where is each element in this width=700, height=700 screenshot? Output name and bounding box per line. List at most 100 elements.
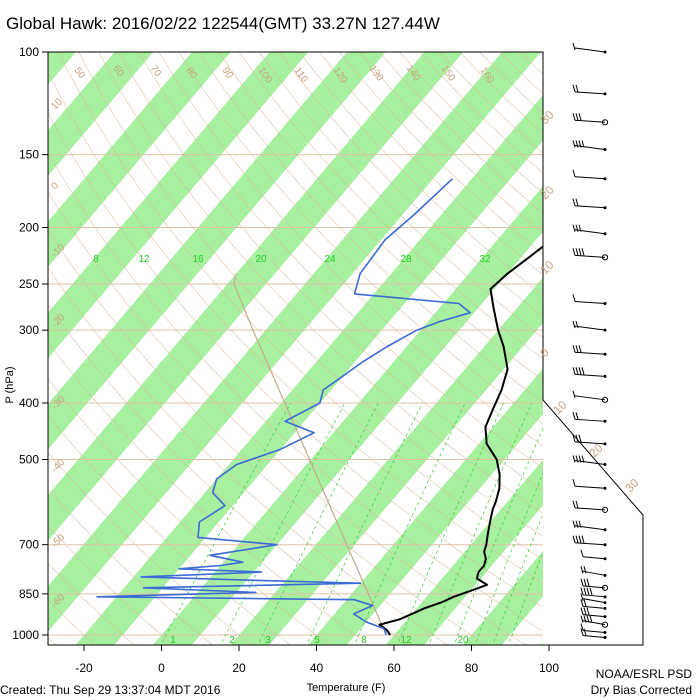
wind-barb bbox=[572, 367, 607, 378]
y-tick-label: 100 bbox=[19, 45, 39, 59]
mixing-ratio-line bbox=[160, 402, 291, 645]
wind-barb bbox=[572, 535, 607, 547]
barb-dot bbox=[603, 50, 607, 54]
dry-adiabat bbox=[48, 378, 331, 645]
wind-barb bbox=[572, 113, 609, 126]
dry-adiabat bbox=[48, 341, 370, 645]
dry-adiabat bbox=[539, 52, 543, 56]
dry-adiabat bbox=[48, 562, 135, 645]
isotherm-band bbox=[540, 642, 543, 645]
mixing-ratio-label: 16 bbox=[192, 254, 204, 265]
x-tick-label: 40 bbox=[310, 661, 324, 675]
dry-adiabat bbox=[48, 452, 253, 645]
barb-dot bbox=[603, 442, 607, 446]
mixing-ratio-labels: 8 12 16 20 24 28 321 2 3 5 8 12 20 bbox=[93, 254, 491, 646]
dry-adiabat bbox=[298, 52, 543, 296]
dry-adiabat bbox=[98, 52, 543, 514]
wind-barb bbox=[572, 140, 607, 152]
footer-created: Created: Thu Sep 29 13:37:04 MDT 2016 bbox=[0, 683, 221, 697]
isotherm-label: 0 bbox=[49, 180, 61, 192]
barb-dot bbox=[603, 630, 607, 634]
dry-adiabat bbox=[178, 52, 543, 425]
x-tick-label: 20 bbox=[232, 661, 246, 675]
dry-adiabat bbox=[48, 151, 543, 632]
dry-adiabat bbox=[48, 70, 543, 584]
mixing-ratio-label: 8 bbox=[361, 635, 367, 646]
wind-barb bbox=[572, 198, 607, 210]
barb-dot bbox=[603, 206, 607, 210]
barb-dot bbox=[603, 557, 607, 561]
wind-barb bbox=[580, 615, 609, 628]
mixing-ratio-label: 20 bbox=[255, 254, 267, 265]
barb-dot bbox=[603, 177, 607, 181]
dry-adiabat bbox=[278, 52, 543, 317]
dry-adiabat bbox=[58, 52, 543, 561]
wind-barb bbox=[572, 294, 607, 305]
mixing-ratio-label: 3 bbox=[265, 635, 271, 646]
isotherm-band bbox=[463, 550, 543, 645]
isotherm-band bbox=[48, 52, 231, 268]
mixing-ratio-label: 1 bbox=[170, 635, 176, 646]
dry-adiabat bbox=[48, 111, 543, 608]
wind-barb bbox=[572, 520, 607, 532]
dry-adiabat bbox=[258, 52, 543, 339]
isotherm-band bbox=[48, 52, 541, 632]
mixing-ratio-label: 12 bbox=[400, 635, 412, 646]
barb-dot bbox=[603, 601, 607, 605]
wind-barb bbox=[572, 321, 607, 332]
barb-dot bbox=[603, 92, 607, 96]
x-tick-label: 80 bbox=[465, 661, 479, 675]
dry-adiabat bbox=[48, 525, 174, 645]
temperature-line bbox=[378, 245, 543, 636]
dry-adiabats bbox=[48, 52, 700, 647]
y-tick-label: 1000 bbox=[12, 628, 39, 642]
mixing-ratio-line bbox=[453, 427, 543, 645]
wind-barbs bbox=[572, 42, 609, 640]
y-tick-label: 250 bbox=[19, 277, 39, 291]
barb-dot bbox=[603, 595, 607, 599]
wind-barb bbox=[572, 42, 607, 54]
dry-adiabat bbox=[48, 190, 527, 645]
dry-adiabat bbox=[600, 52, 700, 647]
temperature-axis: -20 0 20 40 60 80 100 bbox=[75, 645, 559, 675]
footer-org: NOAA/ESRL PSD bbox=[596, 667, 693, 681]
isotherm-band bbox=[48, 52, 464, 541]
dry-adiabat bbox=[48, 267, 449, 645]
dewpoint-line bbox=[96, 178, 472, 636]
isotherm-band bbox=[153, 186, 543, 645]
footer-note: Dry Bias Corrected bbox=[591, 683, 692, 697]
wind-barb bbox=[580, 587, 607, 599]
wind-barb bbox=[572, 500, 609, 513]
wind-barb bbox=[580, 549, 607, 561]
mixing-ratio-line bbox=[306, 402, 423, 645]
x-tick-label: 60 bbox=[387, 661, 401, 675]
mixing-ratio-line bbox=[220, 402, 346, 645]
barb-dot bbox=[603, 606, 607, 610]
isotherm-band bbox=[308, 368, 543, 645]
isotherm-label: 10 bbox=[537, 258, 557, 278]
wind-barb bbox=[580, 628, 607, 640]
y-tick-label: 150 bbox=[19, 148, 39, 162]
wind-barb bbox=[572, 248, 609, 261]
dry-adiabat bbox=[198, 52, 543, 403]
barb-dot bbox=[603, 486, 607, 490]
calm-circle bbox=[601, 584, 609, 591]
y-tick-label: 200 bbox=[19, 221, 39, 235]
dry-adiabat bbox=[560, 52, 700, 647]
barb-dot bbox=[603, 573, 607, 577]
barb-dot bbox=[603, 352, 607, 356]
x-tick-label: 100 bbox=[539, 661, 559, 675]
mixing-ratio-label: 12 bbox=[138, 254, 150, 265]
y-tick-label: 850 bbox=[19, 587, 39, 601]
y-tick-label: 400 bbox=[19, 396, 39, 410]
isotherm-band bbox=[48, 52, 386, 450]
barb-dot bbox=[603, 419, 607, 423]
barb-dot bbox=[603, 232, 607, 236]
calm-circle bbox=[601, 119, 609, 126]
pressure-axis: 100 150 200 250 300 400 500 700 850 1000 bbox=[12, 45, 48, 642]
sounding-series bbox=[96, 178, 543, 636]
barb-dot bbox=[603, 328, 607, 332]
mixing-ratio-line bbox=[354, 402, 466, 645]
isotherm-band bbox=[696, 52, 700, 645]
wind-barb bbox=[580, 566, 607, 577]
